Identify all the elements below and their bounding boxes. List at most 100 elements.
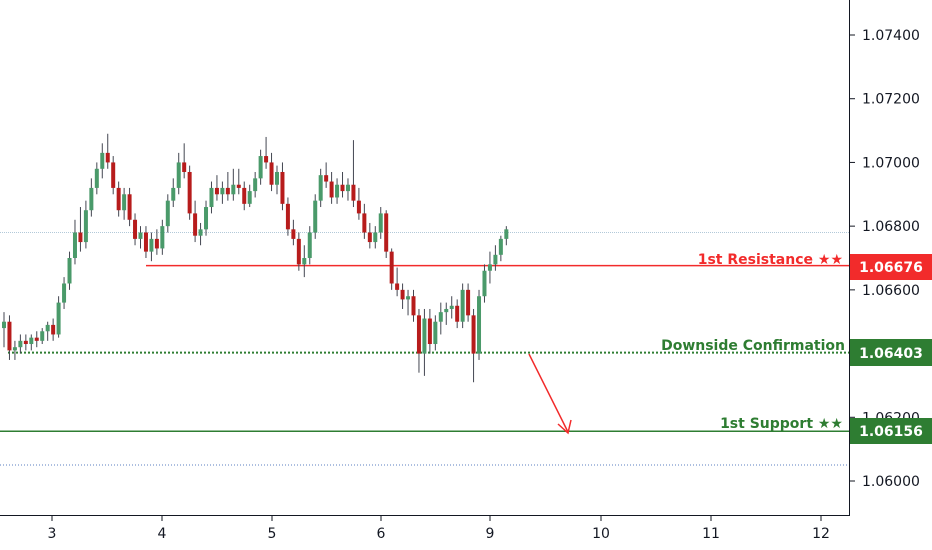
candle-up bbox=[433, 321, 438, 345]
candle-down bbox=[193, 213, 198, 236]
candle-up bbox=[498, 238, 503, 255]
confirmation-label: Downside Confirmation bbox=[661, 338, 845, 354]
candle-up bbox=[94, 168, 99, 188]
time-axis-ticks: 3 4 5 6 9 10 11 12 bbox=[48, 516, 830, 542]
candle-down bbox=[395, 283, 400, 290]
candle-up bbox=[231, 184, 236, 195]
candle-down bbox=[111, 162, 116, 188]
price-tick-label: 1.06000 bbox=[862, 474, 920, 490]
candle-up bbox=[422, 318, 427, 354]
candle-down bbox=[51, 324, 56, 335]
candle-down bbox=[236, 184, 241, 188]
candle-up bbox=[247, 191, 252, 204]
resistance-badge bbox=[850, 254, 932, 280]
candle-up bbox=[149, 238, 154, 252]
candle-down bbox=[455, 305, 460, 322]
time-tick-label: 4 bbox=[158, 526, 167, 542]
candle-up bbox=[438, 312, 443, 322]
candle-up bbox=[449, 305, 454, 309]
candle-up bbox=[220, 187, 225, 195]
candle-up bbox=[302, 258, 307, 265]
candle-down bbox=[471, 315, 476, 354]
candle-down bbox=[416, 315, 421, 354]
candle-down bbox=[340, 184, 345, 192]
candle-down bbox=[411, 296, 416, 316]
candle-up bbox=[482, 270, 487, 297]
candle-up bbox=[138, 232, 143, 239]
time-tick-label: 9 bbox=[486, 526, 495, 542]
candle-down bbox=[362, 213, 367, 233]
candle-up bbox=[313, 200, 318, 233]
grid bbox=[0, 232, 850, 466]
candle-down bbox=[264, 156, 269, 163]
candle-down bbox=[296, 238, 301, 265]
candle-up bbox=[209, 187, 214, 208]
candle-up bbox=[444, 308, 449, 313]
candle-down bbox=[23, 340, 28, 345]
time-tick-label: 3 bbox=[48, 526, 57, 542]
candle-up bbox=[62, 283, 67, 303]
candle-down bbox=[291, 229, 296, 239]
candle-up bbox=[45, 324, 50, 332]
candle-up bbox=[493, 254, 498, 265]
candle-up bbox=[89, 187, 94, 211]
candle-down bbox=[356, 200, 361, 214]
candle-up bbox=[160, 226, 165, 249]
candle-up bbox=[72, 232, 77, 258]
time-tick-label: 6 bbox=[377, 526, 386, 542]
candle-up bbox=[275, 171, 279, 185]
support-badge-value: 1.06156 bbox=[859, 424, 923, 440]
resistance-badge-value: 1.06676 bbox=[859, 260, 923, 276]
candle-up bbox=[29, 337, 34, 345]
candle-down bbox=[466, 289, 471, 316]
candle-down bbox=[384, 213, 389, 252]
candle-down bbox=[389, 251, 394, 284]
level-lines bbox=[0, 264, 850, 433]
candle-down bbox=[214, 187, 219, 195]
candle-up bbox=[460, 289, 465, 322]
arrow-shaft bbox=[528, 353, 569, 433]
candle-up bbox=[171, 187, 176, 201]
candle-up bbox=[165, 200, 170, 227]
candle-up bbox=[12, 347, 17, 351]
price-tick-label: 1.07400 bbox=[862, 28, 920, 44]
candle-up bbox=[307, 232, 312, 258]
candle-down bbox=[182, 162, 187, 172]
confirmation-badge-value: 1.06403 bbox=[859, 346, 923, 362]
support-label: 1st Support ★★ bbox=[720, 416, 843, 432]
candle-up bbox=[406, 296, 411, 300]
time-tick-label: 5 bbox=[268, 526, 277, 542]
candle-down bbox=[105, 152, 110, 163]
candle-up bbox=[253, 178, 258, 192]
price-tick-label: 1.07200 bbox=[862, 92, 920, 108]
candle-down bbox=[329, 181, 334, 198]
candle-up bbox=[318, 175, 323, 201]
candle-down bbox=[127, 194, 132, 220]
candle-down bbox=[7, 321, 12, 351]
time-tick-label: 11 bbox=[702, 526, 720, 542]
resistance-label: 1st Resistance ★★ bbox=[698, 252, 843, 268]
candle-up bbox=[487, 264, 492, 271]
candle-up bbox=[204, 207, 209, 230]
candle-up bbox=[345, 184, 350, 192]
time-axis[interactable] bbox=[0, 516, 932, 550]
candle-down bbox=[324, 175, 329, 182]
candle-up bbox=[83, 210, 88, 243]
candle-down bbox=[280, 171, 285, 204]
candle-up bbox=[40, 331, 45, 341]
candle-up bbox=[198, 229, 203, 236]
candle-down bbox=[367, 232, 372, 243]
candle-up bbox=[373, 232, 378, 243]
candle-down bbox=[427, 318, 432, 345]
candle-up bbox=[56, 302, 61, 335]
candle-down bbox=[351, 184, 356, 201]
candle-up bbox=[2, 321, 6, 329]
price-tick-label: 1.07000 bbox=[862, 155, 920, 171]
candle-down bbox=[116, 187, 121, 211]
price-tick-label: 1.06600 bbox=[862, 283, 920, 299]
candle-up bbox=[122, 194, 127, 211]
price-tick-label: 1.06800 bbox=[862, 219, 920, 235]
time-tick-label: 10 bbox=[592, 526, 610, 542]
candle-down bbox=[400, 289, 405, 300]
